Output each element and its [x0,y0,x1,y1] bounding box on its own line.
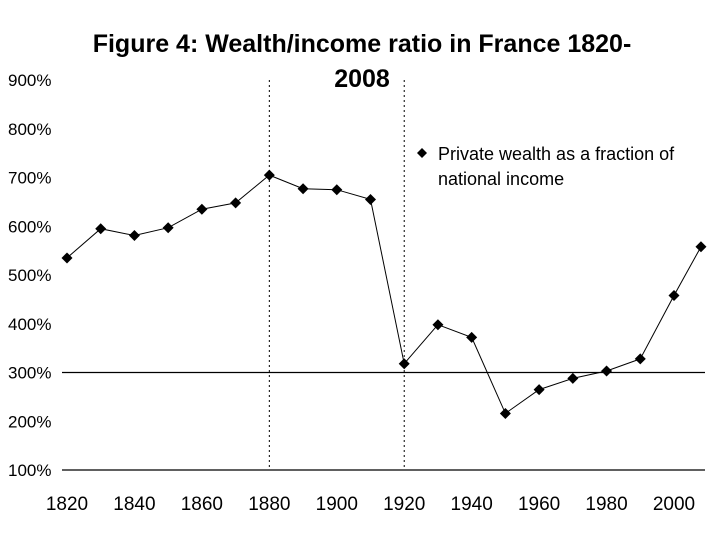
data-point [398,358,410,370]
y-tick-label: 800% [8,120,51,139]
y-tick-label: 500% [8,266,51,285]
data-point [297,183,309,195]
x-tick-label: 1880 [248,494,290,515]
data-point [695,241,707,253]
data-point [196,203,208,215]
y-tick-label: 600% [8,217,51,236]
legend-label-line2: national income [438,169,564,189]
data-point [432,319,444,331]
x-tick-label: 2000 [653,494,695,515]
data-point [567,372,579,384]
data-point [230,197,242,209]
data-point [263,169,275,181]
gridlines [62,371,705,471]
x-tick-label: 1900 [316,494,358,515]
chart-title-line2: 2008 [334,65,390,93]
legend-marker [417,148,427,158]
data-point [668,289,680,301]
x-tick-label: 1940 [451,494,493,515]
y-axis: 100% 200% 300% 400% 500% 600% 700% 800% 900% [8,71,51,480]
y-tick-label: 400% [8,315,51,334]
y-tick-label: 300% [8,364,51,383]
data-point [634,353,646,365]
y-tick-label: 900% [8,71,51,90]
x-tick-label: 1840 [113,494,155,515]
y-tick-label: 100% [8,461,51,480]
data-point [466,331,478,343]
vertical-markers [268,80,405,470]
x-tick-label: 1860 [181,494,223,515]
x-tick-label: 1980 [585,494,627,515]
series-line [66,174,702,415]
x-tick-label: 1820 [46,494,88,515]
data-point [601,365,613,377]
x-axis: 1820 1840 1860 1880 1900 1920 1940 1960 1980 2000 [46,494,695,515]
y-tick-label: 700% [8,169,51,188]
legend-label-line1: Private wealth as a fraction of [438,144,675,164]
data-point [95,223,107,235]
data-point [533,384,545,396]
series-private-wealth [61,169,707,419]
data-point [128,230,140,242]
data-point [61,252,73,264]
data-point [331,184,343,196]
data-point [499,407,511,419]
data-point [365,193,376,205]
x-tick-label: 1920 [383,494,425,515]
legend: Private wealth as a fraction of national… [417,144,675,189]
data-point [162,222,174,234]
chart-title: Figure 4: Wealth/income ratio in France … [93,30,632,58]
y-tick-label: 200% [8,412,51,431]
x-tick-label: 1960 [518,494,560,515]
